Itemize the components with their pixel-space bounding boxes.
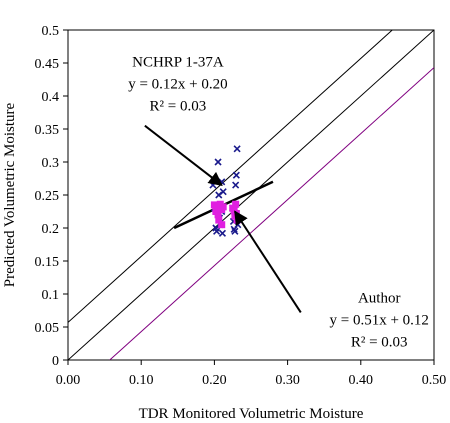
data-point-square (232, 200, 240, 208)
y-axis-title: Predicted Volumetric Moisture (2, 102, 18, 287)
annotation-line: y = 0.51x + 0.12 (329, 313, 428, 329)
y-tick-label: 0.25 (35, 189, 60, 204)
annotation-line: NCHRP 1-37A (132, 54, 224, 70)
x-tick-label: 0.10 (129, 373, 154, 388)
reference-line (68, 30, 434, 360)
annotation-arrow (144, 124, 223, 186)
data-point-x (232, 171, 240, 179)
x-tick-label: 0.00 (56, 373, 81, 388)
y-tick-label: 0 (52, 354, 59, 369)
data-point-x (233, 145, 241, 153)
data-point-x (214, 158, 222, 166)
y-tick-label: 0.3 (42, 156, 60, 171)
y-tick-label: 0.5 (42, 24, 60, 39)
annotation-line: y = 0.12x + 0.20 (128, 76, 227, 92)
annotation-arrow (234, 210, 302, 314)
data-point-square (214, 211, 222, 219)
y-tick-label: 0.15 (35, 255, 60, 270)
y-tick-label: 0.4 (42, 90, 60, 105)
x-tick-label: 0.20 (202, 373, 227, 388)
data-point-x (218, 229, 227, 237)
annotation-line: R² = 0.03 (150, 98, 207, 114)
data-point-square (215, 216, 223, 224)
x-tick-label: 0.50 (422, 373, 447, 388)
annotation-line: R² = 0.03 (351, 335, 408, 351)
data-point-square (218, 221, 226, 229)
x-tick-label: 0.40 (349, 373, 374, 388)
y-tick-label: 0.1 (42, 288, 60, 303)
x-axis-title: TDR Monitored Volumetric Moisture (139, 406, 364, 422)
y-tick-label: 0.45 (35, 57, 60, 72)
data-point-x (232, 181, 240, 189)
y-tick-label: 0.2 (42, 222, 60, 237)
y-tick-label: 0.35 (35, 123, 60, 138)
data-point-square (219, 203, 227, 211)
y-tick-label: 0.05 (35, 321, 60, 336)
annotation-line: Author (358, 291, 401, 307)
reference-line (109, 67, 434, 360)
data-point-x (219, 188, 227, 196)
data-point-x (213, 227, 221, 235)
reference-line (68, 30, 393, 323)
annotation-author: Author y = 0.51x + 0.12 R² = 0.03 (234, 210, 429, 351)
x-tick-label: 0.30 (275, 373, 300, 388)
annotation-nchrp: NCHRP 1-37A y = 0.12x + 0.20 R² = 0.03 (128, 54, 228, 186)
data-point-x (231, 227, 239, 235)
